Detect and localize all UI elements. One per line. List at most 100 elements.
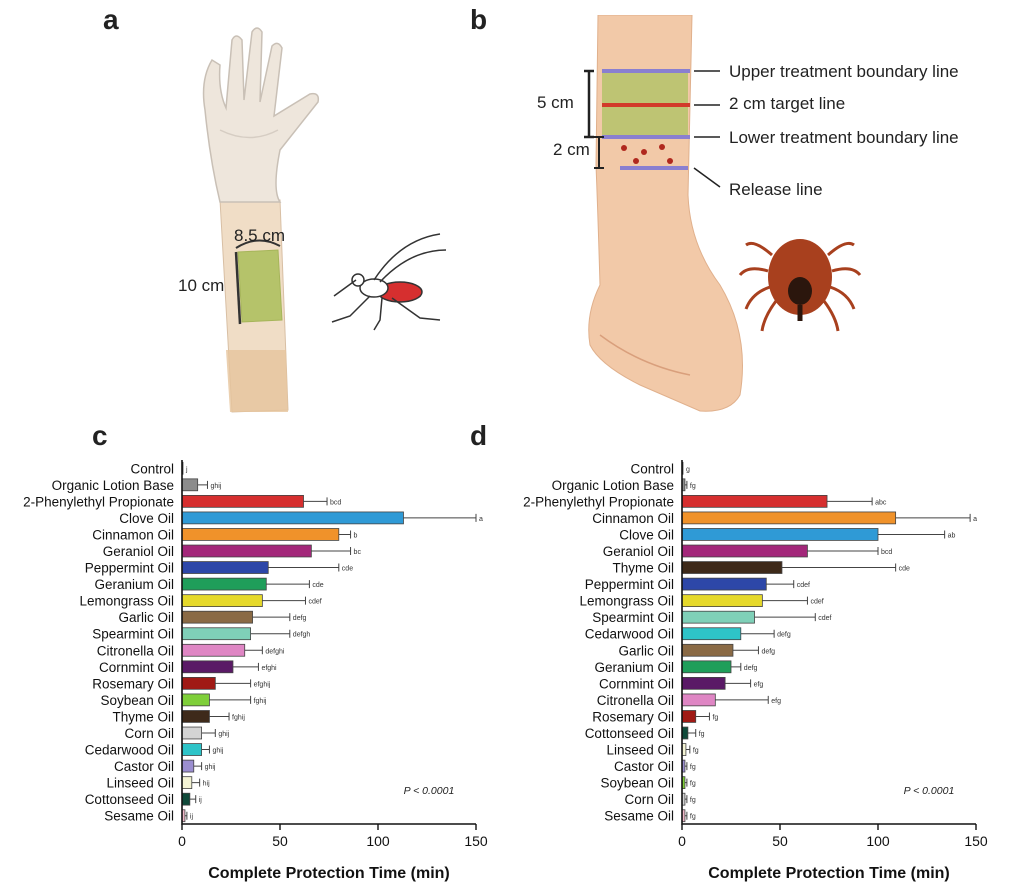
bar	[181, 792, 191, 806]
category-label: Sesame Oil	[604, 809, 674, 824]
category-label: Garlic Oil	[618, 643, 674, 658]
error-bar	[732, 646, 759, 655]
category-label: Garlic Oil	[118, 610, 174, 625]
category-label: Lemongrass Oil	[579, 594, 674, 609]
category-label: Peppermint Oil	[85, 561, 174, 576]
category-label: Citronella Oil	[97, 643, 174, 658]
error-bar	[827, 497, 873, 506]
error-bar	[895, 513, 971, 522]
gloved-hand-icon	[202, 27, 320, 413]
significance-letters: defghi	[265, 648, 285, 655]
category-label: Corn Oil	[124, 726, 174, 741]
significance-letters: a	[973, 516, 977, 523]
error-bar	[191, 778, 201, 787]
category-label: Clove Oil	[119, 511, 174, 526]
error-bar	[252, 613, 291, 622]
significance-letters: fg	[690, 797, 696, 804]
error-bar	[762, 596, 808, 605]
error-bar	[731, 662, 742, 671]
bar	[681, 710, 697, 723]
bar	[681, 577, 767, 591]
significance-letters: fghij	[254, 698, 267, 705]
width-label: 8.5 cm	[234, 226, 286, 245]
significance-letters: bc	[354, 549, 362, 556]
significance-letters: defg	[761, 648, 775, 655]
significance-letters: fg	[712, 714, 718, 721]
bar	[681, 693, 716, 707]
bar	[181, 511, 404, 525]
error-bar	[303, 497, 328, 506]
error-bar	[232, 662, 259, 671]
significance-letters: efghij	[254, 681, 271, 688]
significance-letters: cdef	[818, 615, 831, 622]
significance-letters: ghij	[205, 764, 216, 771]
bar	[681, 594, 763, 607]
category-label: Spearmint Oil	[92, 627, 174, 642]
category-label: Corn Oil	[624, 792, 674, 807]
bar	[181, 693, 210, 707]
error-bar	[766, 580, 795, 589]
chart-d: Control g Organic Lotion Base fg 2-Phenyleth…	[523, 460, 988, 882]
x-tick-label: 50	[772, 833, 788, 849]
category-label: Lemongrass Oil	[79, 594, 174, 609]
significance-letters: j	[185, 466, 188, 473]
category-label: Linseed Oil	[106, 776, 174, 791]
bar	[181, 610, 253, 624]
significance-letters: defgh	[293, 632, 311, 639]
category-label: Thyme Oil	[612, 561, 674, 576]
category-label: 2-Phenylethyl Propionate	[523, 494, 674, 509]
bar	[681, 561, 783, 574]
x-tick-label: 0	[678, 833, 686, 849]
significance-letters: ghij	[218, 731, 229, 738]
error-bar	[250, 629, 291, 638]
upper-boundary-label: Upper treatment boundary line	[729, 62, 959, 81]
x-axis-label: Complete Protection Time (min)	[208, 865, 450, 882]
category-label: Cedarwood Oil	[585, 627, 674, 642]
significance-letters: cdef	[308, 599, 321, 606]
bar	[181, 643, 246, 657]
error-bar	[209, 695, 252, 704]
error-bar	[209, 712, 230, 721]
category-label: Cedarwood Oil	[85, 743, 174, 758]
category-label: Spearmint Oil	[592, 610, 674, 625]
error-bar	[684, 480, 688, 489]
significance-letters: cde	[312, 582, 323, 589]
lower-boundary-label: Lower treatment boundary line	[729, 128, 959, 147]
dist-2cm-label: 2 cm	[553, 140, 590, 159]
category-label: Castor Oil	[614, 759, 674, 774]
panel-b-illustration	[584, 15, 862, 412]
bar	[181, 759, 195, 773]
treated-area	[237, 249, 283, 323]
error-bar	[193, 762, 203, 771]
error-bar	[807, 547, 879, 555]
tick-icon	[738, 239, 862, 332]
bar	[681, 610, 755, 624]
bar	[181, 776, 193, 789]
bar	[681, 528, 879, 541]
error-bar	[201, 745, 210, 754]
panel-label-b: b	[470, 4, 488, 35]
error-bar	[754, 613, 816, 622]
category-label: Organic Lotion Base	[552, 478, 674, 493]
significance-letters: fg	[690, 781, 696, 788]
bar	[181, 677, 216, 690]
category-label: Cottonseed Oil	[85, 792, 174, 807]
x-tick-label: 100	[366, 833, 390, 849]
error-bar	[266, 580, 310, 589]
release-line-label: Release line	[729, 180, 823, 199]
category-label: Peppermint Oil	[585, 577, 674, 592]
dist-5cm-label: 5 cm	[537, 93, 574, 112]
category-label: Geraniol Oil	[603, 544, 674, 559]
significance-letters: a	[479, 516, 483, 523]
error-bar	[184, 811, 188, 820]
error-bar	[244, 646, 263, 655]
category-label: Cinnamon Oil	[92, 527, 174, 542]
category-label: Soybean Oil	[600, 776, 674, 791]
bar	[181, 544, 312, 558]
significance-letters: efg	[771, 698, 781, 705]
x-tick-label: 150	[964, 833, 988, 849]
error-bar	[715, 695, 769, 704]
error-bar	[685, 745, 691, 754]
category-label: Cornmint Oil	[599, 676, 674, 691]
category-label: Geranium Oil	[94, 577, 174, 592]
